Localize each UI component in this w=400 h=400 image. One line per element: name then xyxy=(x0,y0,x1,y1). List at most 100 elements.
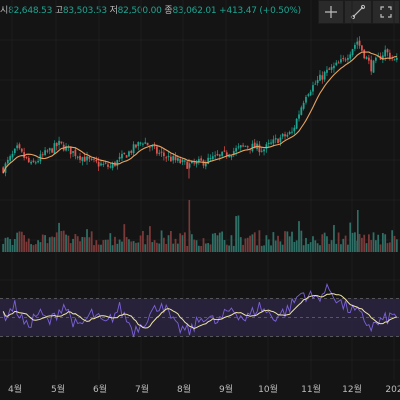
candle-body xyxy=(277,138,279,144)
candle-body xyxy=(18,144,21,149)
candle-body xyxy=(116,160,119,167)
volume-bar xyxy=(328,243,331,252)
volume-bar xyxy=(44,235,46,252)
ohlc-readout: 시82,648.53 고83,503.53 저82,500.00 종83,062… xyxy=(0,3,301,16)
candle-body xyxy=(9,156,12,161)
candle-body xyxy=(20,148,23,152)
volume-bar xyxy=(186,245,189,252)
candle-body xyxy=(347,58,349,60)
volume-bar xyxy=(295,240,298,252)
candle-body xyxy=(244,145,247,147)
volume-bar xyxy=(391,230,394,252)
volume-bar xyxy=(323,232,326,252)
candle-body xyxy=(55,142,58,147)
candle-body xyxy=(144,142,147,144)
low-label: 저 xyxy=(109,6,118,16)
volume-bar xyxy=(72,238,74,252)
volume-bar xyxy=(13,239,16,252)
candle-body xyxy=(356,41,359,45)
volume-bar xyxy=(223,240,226,252)
candle-body xyxy=(218,154,221,157)
volume-bar xyxy=(109,233,112,252)
candle-body xyxy=(118,156,121,159)
candle-body xyxy=(46,150,49,152)
volume-bar xyxy=(90,231,93,252)
candle-body xyxy=(27,157,30,163)
volume-bar xyxy=(342,238,345,252)
volume-bar xyxy=(2,243,5,252)
volume-bar xyxy=(137,242,140,252)
candle-body xyxy=(139,142,142,144)
candle-body xyxy=(288,132,291,134)
volume-bar xyxy=(258,230,261,252)
candle-body xyxy=(207,157,210,164)
moving-average-line xyxy=(2,51,397,174)
crosshair-button[interactable] xyxy=(318,0,344,24)
volume-bar xyxy=(305,237,307,252)
volume-bar xyxy=(130,241,133,252)
candle-body xyxy=(300,107,303,115)
candle-body xyxy=(342,57,345,59)
x-tick-label: 11월 xyxy=(301,383,321,395)
open-value: 82,648.53 xyxy=(8,6,53,16)
candle-body xyxy=(32,160,35,163)
candle-body xyxy=(53,143,56,154)
volume-bar xyxy=(4,237,7,252)
volume-bar xyxy=(169,230,172,252)
volume-bar xyxy=(204,243,207,252)
volume-bar xyxy=(156,242,158,252)
volume-bar xyxy=(74,234,77,252)
volume-bar xyxy=(314,240,317,252)
volume-bar xyxy=(167,235,170,252)
candle-body xyxy=(74,149,77,157)
volume-bar xyxy=(46,243,49,252)
trendline-button[interactable] xyxy=(344,0,372,24)
expand-button[interactable] xyxy=(372,0,400,24)
candle-body xyxy=(153,145,156,147)
candle-body xyxy=(51,148,53,153)
candle-body xyxy=(307,94,310,96)
volume-bar xyxy=(232,245,235,252)
volume-bar xyxy=(160,230,163,252)
candle-body xyxy=(76,156,79,158)
volume-bar xyxy=(27,238,30,252)
volume-bar xyxy=(111,245,114,252)
candle-body xyxy=(253,142,256,149)
volume-bar xyxy=(235,216,237,252)
volume-bar xyxy=(354,232,356,252)
volume-bar xyxy=(384,234,387,252)
candle-body xyxy=(16,145,19,149)
volume-bar xyxy=(349,222,352,252)
volume-bar xyxy=(270,245,272,252)
volume-bar xyxy=(370,240,373,252)
trendline-icon xyxy=(350,4,366,20)
volume-bar xyxy=(48,237,51,252)
candle-body xyxy=(83,156,86,162)
volume-bar xyxy=(351,232,354,252)
candle-body xyxy=(44,150,46,155)
candle-body xyxy=(221,151,224,156)
volume-bar xyxy=(239,237,242,252)
volume-bar xyxy=(281,244,284,252)
high-label: 고 xyxy=(54,6,63,16)
candle-body xyxy=(156,146,158,154)
candle-body xyxy=(79,155,81,160)
volume-bar xyxy=(291,231,293,252)
volume-bar xyxy=(51,236,53,252)
volume-bar xyxy=(319,245,321,252)
candle-body xyxy=(167,155,170,158)
volume-bar xyxy=(23,235,26,252)
volume-bar xyxy=(200,245,203,252)
candle-body xyxy=(363,49,366,59)
volume-bar xyxy=(9,239,12,252)
volume-pane xyxy=(2,200,398,252)
candle-body xyxy=(321,75,324,80)
volume-bar xyxy=(69,243,72,252)
candle-body xyxy=(102,163,105,165)
volume-bar xyxy=(357,210,359,252)
candle-body xyxy=(258,144,261,153)
volume-bar xyxy=(58,222,60,252)
volume-bar xyxy=(312,236,314,252)
candle-body xyxy=(281,133,284,137)
candle-body xyxy=(293,127,296,132)
